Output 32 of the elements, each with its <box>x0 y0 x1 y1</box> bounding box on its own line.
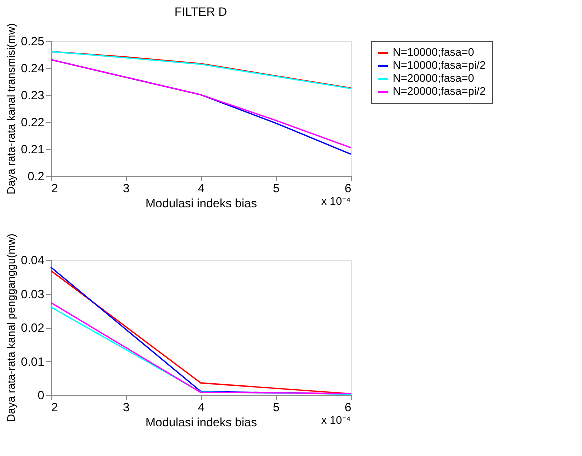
y-tick-label: 0.24 <box>21 62 45 76</box>
x-tick-label: 2 <box>52 400 58 414</box>
x-tick-label: 2 <box>52 182 58 196</box>
y-tick-label: 0.2 <box>28 170 45 184</box>
y-axis-title: Daya rata-rata kanal transmisi(mw) <box>6 23 18 195</box>
y-tick-label: 0.22 <box>21 116 45 130</box>
text: x 10⁻⁴ <box>321 196 352 208</box>
x-tick-label: 5 <box>273 400 280 414</box>
x-axis-title: Modulasi indeks bias <box>146 196 258 210</box>
legend-label: N=20000;fasa=0 <box>393 73 474 85</box>
legend-label: N=10000;fasa=0 <box>393 47 474 59</box>
x-axis-title: Modulasi indeks bias <box>146 416 258 430</box>
chart-title: FILTER D <box>174 4 228 19</box>
x-tick-label: 6 <box>344 182 352 196</box>
y-tick-label: 0 <box>38 388 45 402</box>
y-tick-label: 0.25 <box>21 34 45 48</box>
legend-label: N=10000;fasa=pi/2 <box>393 60 486 72</box>
x-tick-label: 4 <box>198 400 206 414</box>
y-tick-label: 0.03 <box>21 287 45 302</box>
x-tick-label: 6 <box>344 400 352 414</box>
y-tick-label: 0.01 <box>21 354 45 369</box>
x-tick-label: 5 <box>273 182 280 196</box>
y-tick-label: 0.04 <box>21 254 45 268</box>
y-tick-label: 0.21 <box>21 142 45 156</box>
x-tick-label: 4 <box>198 182 206 196</box>
x-tick-label: 3 <box>123 400 130 414</box>
y-axis-title: Daya rata-rata kanal pengganggu(mw) <box>6 234 18 422</box>
y-tick-label: 0.02 <box>21 321 45 335</box>
text: x 10⁻⁴ <box>321 415 352 427</box>
legend-label: N=20000;fasa=pi/2 <box>393 86 486 98</box>
x-tick-label: 3 <box>123 182 130 196</box>
y-tick-label: 0.23 <box>21 88 45 102</box>
